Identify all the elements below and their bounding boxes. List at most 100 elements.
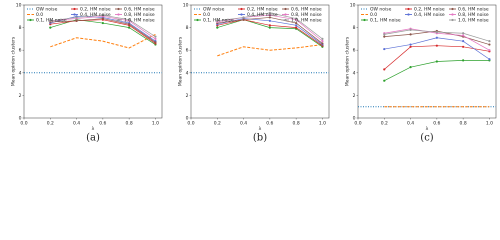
- marker: [383, 68, 386, 71]
- x-tick-label: 0.8: [126, 121, 133, 127]
- legend-marker: [284, 13, 287, 16]
- y-axis-label: Mean opinion clusters: [11, 36, 17, 86]
- marker: [409, 33, 412, 36]
- legend-marker: [196, 18, 199, 22]
- x-tick-label: 0.8: [293, 121, 300, 127]
- legend-marker: [363, 18, 366, 22]
- marker: [462, 34, 465, 37]
- marker: [488, 58, 491, 61]
- y-tick-label: 8: [186, 25, 189, 31]
- legend-label: 0.8, HM noise: [291, 12, 322, 18]
- marker: [383, 47, 386, 51]
- marker: [49, 19, 52, 22]
- marker: [268, 19, 271, 22]
- legend-label: 0.1, HM noise: [203, 18, 234, 24]
- legend-marker: [451, 7, 454, 11]
- x-tick-label: 0.0: [20, 121, 27, 127]
- caption: (c): [420, 133, 434, 144]
- x-tick-label: 0.6: [99, 121, 106, 127]
- legend-marker: [451, 13, 454, 16]
- legend-label: 0.4, HM noise: [247, 12, 278, 18]
- marker: [268, 14, 271, 17]
- y-tick-label: 4: [353, 70, 356, 76]
- marker: [383, 33, 386, 36]
- marker: [154, 35, 157, 38]
- legend-marker: [29, 18, 32, 22]
- marker: [242, 16, 245, 19]
- marker: [409, 43, 412, 46]
- legend-label: 0.4, HM noise: [80, 12, 111, 18]
- x-tick-label: 0.2: [47, 121, 54, 127]
- marker: [101, 14, 104, 17]
- marker: [435, 60, 438, 63]
- legend-label: OW noise: [203, 7, 225, 13]
- legend-marker: [117, 7, 120, 11]
- x-tick-label: 0.6: [266, 121, 273, 127]
- x-tick-label: 1.0: [152, 121, 159, 127]
- x-tick-label: 0.4: [407, 121, 414, 127]
- marker: [75, 16, 78, 19]
- marker: [268, 16, 271, 19]
- marker: [462, 40, 465, 43]
- y-tick-label: 0: [19, 116, 22, 122]
- y-axis-label: Mean opinion clusters: [345, 36, 351, 86]
- marker: [462, 45, 465, 48]
- y-tick-label: 0: [353, 116, 356, 122]
- y-tick-label: 8: [19, 25, 22, 31]
- plot-area: [23, 4, 163, 119]
- legend-label: 0.2, HM noise: [247, 7, 278, 13]
- marker: [409, 66, 412, 69]
- marker: [295, 24, 298, 27]
- marker: [488, 40, 491, 43]
- marker: [75, 19, 78, 22]
- x-tick-label: 1.0: [486, 121, 493, 127]
- marker: [462, 59, 465, 62]
- legend-label: 0.0: [36, 12, 43, 18]
- x-tick-label: 0.0: [354, 121, 361, 127]
- marker: [462, 32, 465, 35]
- legend-marker: [407, 13, 410, 16]
- plot-area: [190, 4, 330, 119]
- series-line: [50, 33, 156, 49]
- x-tick-label: 0.8: [460, 121, 467, 127]
- plot-area: [357, 4, 497, 119]
- marker: [409, 28, 412, 31]
- x-tick-label: 1.0: [319, 121, 326, 127]
- figure: 0 2 4 6 8 10 0.0 0.2 0.4 0.6 0.8 1.0 λ Mean opinion c…: [11, 3, 497, 144]
- legend-marker: [240, 7, 243, 11]
- marker: [488, 43, 491, 46]
- legend-label: 0.8, HM noise: [458, 12, 489, 18]
- legend-label: 0.6, HM noise: [458, 7, 489, 13]
- legend-marker: [240, 13, 243, 16]
- x-axis-label: λ: [259, 126, 262, 132]
- marker: [488, 49, 491, 52]
- y-tick-label: 10: [16, 3, 22, 9]
- y-tick-label: 8: [353, 25, 356, 31]
- legend-marker: [407, 7, 410, 11]
- legend-label: 0.1, HM noise: [370, 18, 401, 24]
- marker: [49, 26, 52, 29]
- marker: [321, 42, 324, 45]
- series-line: [384, 45, 490, 70]
- marker: [268, 11, 271, 15]
- marker: [321, 40, 324, 43]
- marker: [242, 18, 245, 21]
- legend-marker: [117, 18, 120, 22]
- series-line: [384, 60, 490, 82]
- x-tick-label: 0.0: [187, 121, 194, 127]
- marker: [154, 37, 157, 41]
- legend-label: 0.0: [203, 12, 210, 18]
- legend-label: 0.1, HM noise: [36, 18, 67, 24]
- marker: [409, 45, 412, 48]
- marker: [128, 26, 131, 29]
- y-tick-label: 6: [19, 48, 22, 54]
- marker: [295, 17, 298, 20]
- y-tick-label: 6: [186, 48, 189, 54]
- x-tick-label: 0.6: [433, 121, 440, 127]
- legend-label: 0.8, HM noise: [124, 12, 155, 18]
- legend-label: 0.2, HM noise: [80, 7, 111, 13]
- y-tick-label: 2: [353, 93, 356, 99]
- marker: [435, 44, 438, 47]
- marker: [128, 18, 131, 21]
- y-tick-label: 4: [186, 70, 189, 76]
